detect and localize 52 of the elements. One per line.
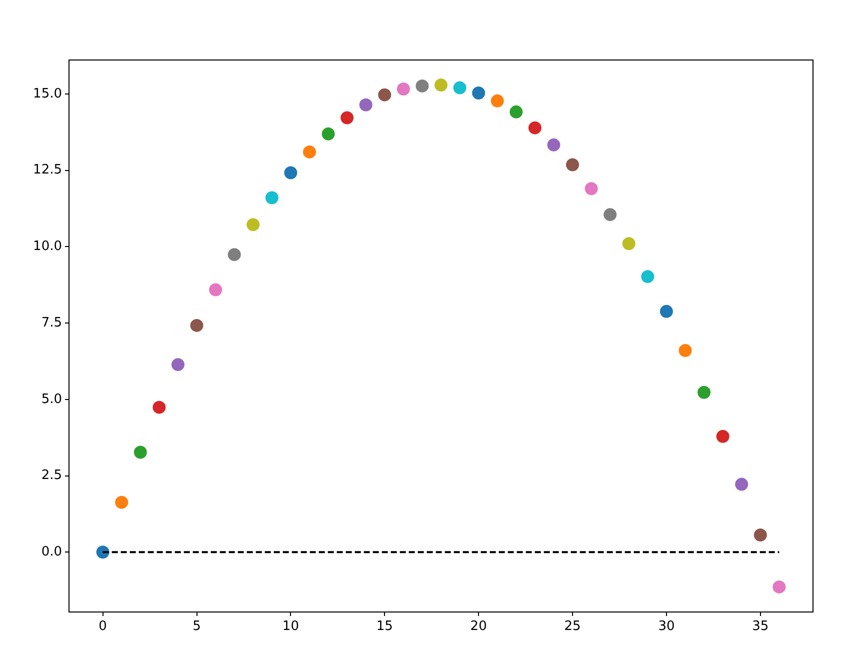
point: [114, 494, 130, 510]
point: [715, 428, 730, 444]
point: [434, 78, 448, 93]
x-tick-label: 15: [376, 619, 393, 634]
y-tick-label: 0.0: [41, 544, 62, 560]
x-tick-label: 30: [658, 619, 675, 634]
y-tick-label: 10.0: [33, 239, 62, 254]
point: [95, 544, 110, 560]
point: [696, 384, 712, 400]
point: [546, 137, 562, 152]
x-tick-label: 10: [282, 619, 299, 634]
point: [414, 78, 430, 94]
y-tick-label: 5.0: [41, 392, 62, 407]
point: [452, 80, 468, 96]
y-tick-label: 7.5: [41, 315, 62, 330]
y-tick-label: 12.5: [33, 162, 62, 178]
x-tick-label: 35: [752, 619, 769, 634]
point: [621, 236, 636, 252]
point: [640, 269, 656, 284]
point: [377, 87, 392, 102]
point: [170, 357, 186, 372]
point: [340, 110, 355, 126]
point: [320, 126, 336, 142]
point: [490, 93, 505, 108]
y-tick-label: 15.0: [33, 86, 62, 102]
point: [264, 190, 280, 206]
point: [734, 476, 750, 492]
point: [752, 528, 768, 543]
point: [152, 400, 167, 415]
point: [358, 97, 374, 112]
point: [584, 181, 599, 196]
point: [283, 165, 298, 180]
point: [132, 444, 148, 460]
point: [471, 85, 486, 100]
point: [658, 304, 674, 319]
point: [678, 343, 693, 358]
point: [302, 144, 317, 160]
point: [772, 579, 787, 594]
x-tick-label: 25: [564, 619, 581, 634]
point: [527, 120, 542, 136]
x-tick-label: 0: [98, 619, 107, 634]
y-tick-label: 2.5: [41, 468, 62, 484]
point: [602, 207, 618, 222]
point: [246, 217, 261, 232]
point: [226, 247, 242, 262]
point: [508, 104, 524, 120]
point: [565, 157, 580, 172]
point: [189, 318, 204, 333]
point: [396, 82, 411, 97]
x-tick-label: 20: [470, 619, 487, 634]
point: [208, 282, 224, 298]
x-tick-label: 5: [192, 619, 201, 634]
